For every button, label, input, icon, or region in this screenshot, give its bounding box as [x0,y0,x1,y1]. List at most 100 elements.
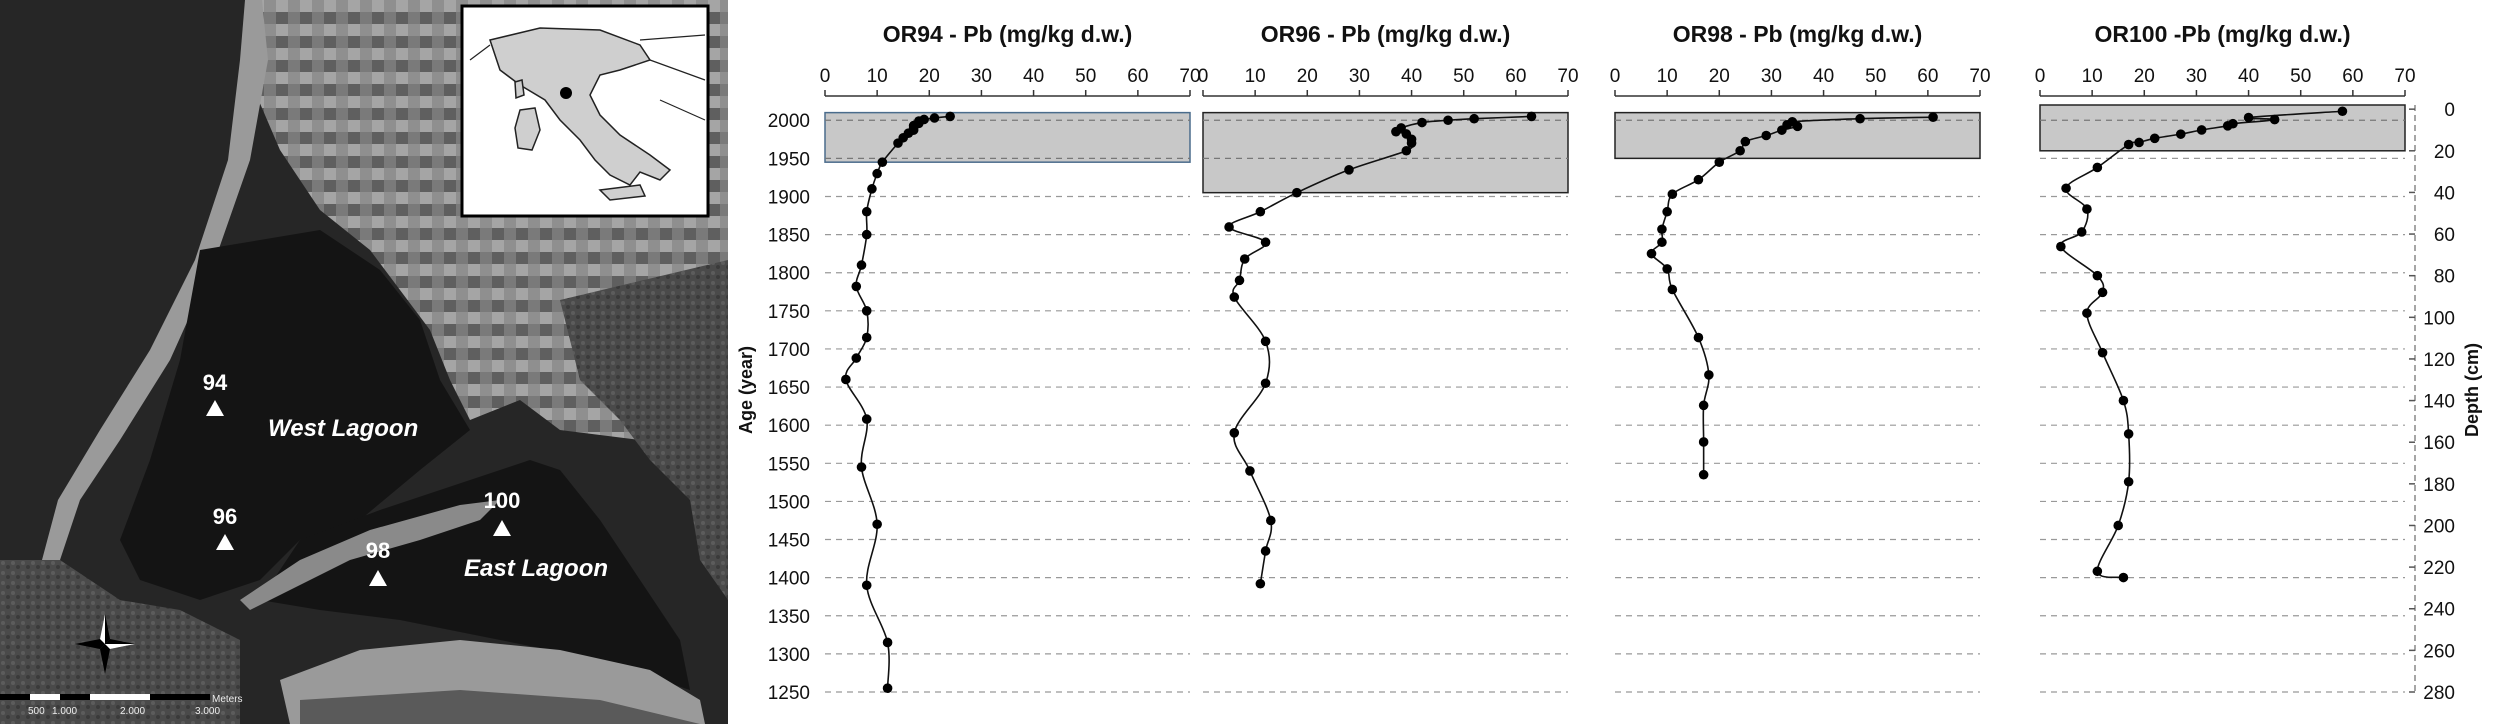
svg-text:94: 94 [203,370,228,395]
chart-panel-4: OR100 -Pb (mg/kg d.w.) 0 10 20 30 40 50 60 70 [2035,21,2416,693]
series-line [1650,116,1934,475]
data-point [841,374,851,385]
data-point [1265,515,1276,526]
data-point [1245,466,1255,476]
data-point [1855,113,1865,124]
recent-period-band [824,111,1191,163]
age-tick-label: 1400 [768,569,810,590]
scale-bar: Meters 500 1.000 2.000 3.000 [0,694,243,717]
data-point [2076,227,2087,237]
data-point [1344,164,1354,175]
svg-text:1.000: 1.000 [52,706,77,717]
data-point [1260,546,1271,556]
data-point [861,332,872,343]
age-tick-label: 1750 [768,302,810,323]
site-94: 94 [203,370,228,416]
data-point [1401,145,1412,156]
x-tick-label: 70 [1179,66,1200,87]
site-96: 96 [213,504,237,550]
depth-tick-label: 120 [2423,350,2455,371]
age-tick-label: 1950 [768,149,810,170]
x-tick-label: 10 [2082,66,2103,87]
data-point [861,414,872,424]
chart-panel-1: OR94 - Pb (mg/kg d.w.) 0 10 20 30 40 50 60 70 [820,21,1201,693]
svg-text:2.000: 2.000 [120,706,145,717]
x-tick-label: 0 [1610,66,1621,87]
west-tombolo [42,0,268,560]
chart-panel-3: OR98 - Pb (mg/kg d.w.) 0 10 20 30 40 50 60 70 [1610,21,1991,693]
x-tick-label: 60 [2342,66,2363,87]
data-point [882,637,893,648]
age-tick-label: 1800 [768,264,810,285]
data-point [851,281,862,292]
data-point [856,462,867,472]
x-tick-label: 30 [1349,66,1370,87]
depth-tick-label: 160 [2423,433,2455,454]
age-tick-label: 1250 [768,683,810,704]
data-point [1417,117,1427,128]
data-point [861,580,872,591]
data-point [2092,162,2103,173]
study-site-dot [560,87,572,99]
data-point [1704,370,1714,380]
data-point [1693,174,1704,185]
data-point [2118,572,2129,583]
x-tick-label: 40 [1813,66,1834,87]
x-tick-label: 60 [1505,66,1526,87]
age-tick-label: 2000 [768,111,810,132]
data-point [877,157,888,167]
age-tick-label: 1500 [768,492,810,513]
age-tick-label: 1900 [768,187,810,208]
depth-tick-label: 200 [2423,516,2455,537]
data-point [2092,270,2103,281]
x-tick-label: 20 [2134,66,2155,87]
svg-text:96: 96 [213,504,237,529]
east-lagoon-label: East Lagoon [464,555,608,582]
age-tick-label: 1850 [768,226,810,247]
depth-tick-label: 220 [2423,558,2455,579]
lagoon-map: 94 96 98 100 West Lagoon East Lagoon Met… [0,0,728,724]
data-point [1693,332,1704,343]
data-point [1792,121,1803,132]
data-point [1698,400,1709,411]
data-point [851,353,862,363]
chart-panel-2: OR96 - Pb (mg/kg d.w.) 0 10 20 30 40 50 60 70 [1198,21,1579,693]
data-point [1234,275,1245,286]
data-point [1698,469,1709,480]
data-point [2092,566,2103,577]
data-point [1260,378,1271,389]
data-point [1657,237,1667,248]
x-tick-label: 10 [867,66,888,87]
depth-tick-label: 240 [2423,600,2455,621]
x-tick-label: 10 [1245,66,1266,87]
data-point [1662,206,1672,217]
x-tick-label: 70 [1557,66,1578,87]
data-point [1667,284,1678,295]
data-point [929,113,940,123]
x-tick-label: 20 [919,66,940,87]
hills-east [560,260,728,600]
data-point [1229,292,1240,302]
data-point [1740,136,1751,147]
data-point [1526,111,1537,122]
recent-period-band [2039,104,2406,152]
depth-tick-label: 40 [2434,183,2455,204]
data-point [2056,241,2066,252]
age-tick-label: 1450 [768,531,810,552]
x-tick-label: 20 [1709,66,1730,87]
data-point [2243,112,2254,123]
age-tick-label: 1700 [768,340,810,361]
age-axis: 2000 1950 1900 1850 1800 1750 1700 1650 1600 1550… [768,111,810,704]
x-tick-label: 70 [1969,66,1990,87]
data-point [1667,189,1678,199]
data-point [882,683,893,693]
svg-text:100: 100 [484,488,521,513]
recent-period-band [1614,111,1981,160]
data-point [1469,113,1479,124]
data-point [1260,237,1271,248]
depth-axis: 0 20 40 60 80 100 120 140 160 180 200 220 240 260 280 [2409,100,2455,704]
south-pinewood [300,690,700,724]
data-point [1224,222,1234,232]
data-point [2196,125,2207,135]
depth-tick-label: 80 [2434,267,2455,288]
